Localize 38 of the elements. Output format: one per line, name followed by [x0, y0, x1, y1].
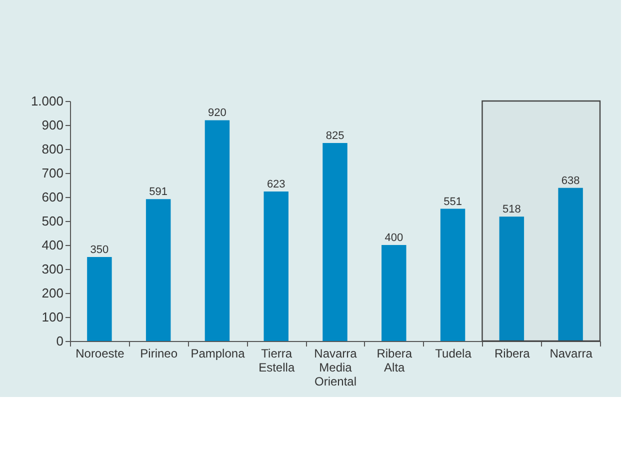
y-tick-label: 300	[42, 262, 64, 276]
y-tick-label: 100	[42, 310, 64, 324]
y-tick-label: 1.000	[30, 94, 64, 108]
x-tick-label: Pirineo	[140, 346, 178, 360]
x-tick-label: Pamplona	[190, 346, 246, 360]
y-tick-label: 900	[42, 118, 64, 132]
bar	[87, 257, 112, 341]
data-label: 638	[561, 174, 580, 187]
y-tick-label: 200	[42, 286, 64, 300]
y-tick-label: 700	[42, 166, 64, 180]
bar	[499, 216, 524, 341]
data-label: 591	[149, 186, 168, 198]
data-label: 920	[208, 107, 226, 120]
y-tick-label: 400	[42, 238, 64, 252]
bar	[558, 188, 583, 341]
y-tick-label: 800	[42, 142, 64, 156]
x-tick-label: Navarra Media Oriental	[314, 346, 358, 388]
bar	[264, 191, 288, 341]
data-label: 551	[444, 196, 462, 208]
x-tick-label: Ribera Alta	[376, 346, 412, 374]
x-tick-label: Ribera	[494, 346, 530, 360]
bar	[146, 199, 171, 341]
bar	[440, 208, 466, 341]
y-tick-label: 500	[42, 214, 64, 228]
y-tick-label: 600	[42, 190, 64, 204]
data-label: 350	[90, 244, 109, 256]
data-label: 825	[326, 130, 344, 142]
x-tick-label: Tudela	[435, 346, 472, 360]
x-tick-label: Noroeste	[76, 346, 125, 360]
data-label: 400	[384, 232, 404, 244]
bar	[382, 245, 406, 341]
data-label: 623	[266, 178, 286, 190]
bar	[322, 143, 348, 341]
data-label: 518	[502, 204, 521, 216]
y-tick-label: 0	[56, 334, 64, 348]
x-tick-label: Navarra	[550, 346, 593, 360]
x-tick-label: Tierra Estella	[258, 346, 295, 374]
bar	[204, 120, 230, 341]
